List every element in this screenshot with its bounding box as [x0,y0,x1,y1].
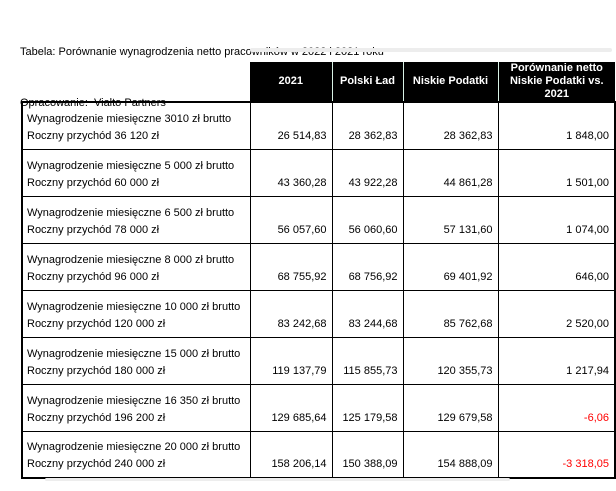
table-row: Wynagrodzenie miesięczne 16 350 zł brutt… [21,383,616,432]
value-cell-col2: 68 756,92 [331,242,404,291]
value-cell-col4: 1 074,00 [497,195,616,244]
row-label-line2: Roczny przychód 78 000 zł [27,223,160,236]
table-row: Wynagrodzenie miesięczne 5 000 zł brutto… [21,148,616,197]
column-header-1: 2021 [250,62,332,102]
row-label-cell: Wynagrodzenie miesięczne 15 000 zł brutt… [21,336,251,385]
shadow-artifact-top [250,48,612,52]
value-cell-col1: 83 242,68 [249,289,333,338]
row-label-line1: Wynagrodzenie miesięczne 16 350 zł brutt… [27,394,241,407]
column-header-3: Niskie Podatki [402,62,498,102]
row-label-line1: Wynagrodzenie miesięczne 3010 zł brutto [27,112,232,125]
value-cell-col1: 129 685,64 [249,383,333,432]
value-cell-col3: 85 762,68 [402,289,499,338]
row-label-line1: Wynagrodzenie miesięczne 6 500 zł brutto [27,206,235,219]
row-label-cell: Wynagrodzenie miesięczne 5 000 zł brutto… [21,148,251,197]
value-cell-col1: 56 057,60 [249,195,333,244]
row-label-line2: Roczny przychód 240 000 zł [27,458,166,470]
table-row: Wynagrodzenie miesięczne 20 000 zł brutt… [21,430,616,479]
value-cell-col3: 44 861,28 [402,148,499,197]
value-cell-col1: 43 360,28 [249,148,333,197]
value-cell-col3: 69 401,92 [402,242,499,291]
row-label-line2: Roczny przychód 60 000 zł [27,176,160,189]
value-cell-col2: 83 244,68 [331,289,404,338]
value-cell-col2: 115 855,73 [331,336,404,385]
row-label-line2: Roczny przychód 96 000 zł [27,270,160,283]
value-cell-col2: 150 388,09 [331,430,404,479]
value-cell-col4: 1 217,94 [497,336,616,385]
table-row: Wynagrodzenie miesięczne 3010 zł brutto R… [21,101,616,150]
value-cell-col3: 120 355,73 [402,336,499,385]
column-header-2: Polski Ład [331,62,403,102]
row-label-line2: Roczny przychód 36 120 zł [27,129,160,142]
row-label-line2: Roczny przychód 196 200 zł [27,411,166,424]
value-cell-col2: 56 060,60 [331,195,404,244]
table-title: Tabela: Porównanie wynagrodzenia netto p… [20,46,384,58]
table-row: Wynagrodzenie miesięczne 10 000 zł brutt… [21,289,616,338]
row-label-line2: Roczny przychód 120 000 zł [27,317,166,330]
value-cell-col1: 119 137,79 [249,336,333,385]
salary-comparison-table: 2021 Polski Ład Niskie Podatki Porównanie n… [21,62,616,479]
row-label-line1: Wynagrodzenie miesięczne 20 000 zł brutt… [27,441,241,453]
row-label-line1: Wynagrodzenie miesięczne 5 000 zł brutto [27,159,235,172]
row-label-cell: Wynagrodzenie miesięczne 6 500 zł brutto… [21,195,251,244]
value-cell-col2: 125 179,58 [331,383,404,432]
row-label-cell: Wynagrodzenie miesięczne 20 000 zł brutt… [21,430,251,479]
table-row: Wynagrodzenie miesięczne 8 000 zł brutto… [21,242,616,291]
row-label-line1: Wynagrodzenie miesięczne 15 000 zł brutt… [27,347,241,360]
row-label-cell: Wynagrodzenie miesięczne 3010 zł brutto R… [21,101,251,150]
table-body: Wynagrodzenie miesięczne 3010 zł brutto R… [21,101,616,479]
row-label-cell: Wynagrodzenie miesięczne 16 350 zł brutt… [21,383,251,432]
value-cell-col4: -3 318,05 [497,430,616,479]
row-label-cell: Wynagrodzenie miesięczne 10 000 zł brutt… [21,289,251,338]
value-cell-col1: 158 206,14 [249,430,333,479]
corner-cell [22,62,250,102]
value-cell-col3: 129 679,58 [402,383,499,432]
table-header-row: 2021 Polski Ład Niskie Podatki Porównanie n… [22,62,615,102]
value-cell-col1: 26 514,83 [249,101,333,150]
value-cell-col1: 68 755,92 [249,242,333,291]
row-label-line1: Wynagrodzenie miesięczne 8 000 zł brutto [27,253,235,266]
value-cell-col4: 1 848,00 [497,101,616,150]
row-label-line1: Wynagrodzenie miesięczne 10 000 zł brutt… [27,300,241,313]
value-cell-col4: 1 501,00 [497,148,616,197]
value-cell-col3: 28 362,83 [402,101,499,150]
value-cell-col4: 2 520,00 [497,289,616,338]
shadow-artifact-bottom [45,478,510,481]
row-label-cell: Wynagrodzenie miesięczne 8 000 zł brutto… [21,242,251,291]
table-row: Wynagrodzenie miesięczne 6 500 zł brutto… [21,195,616,244]
value-cell-col4: -6,06 [497,383,616,432]
value-cell-col3: 154 888,09 [402,430,499,479]
value-cell-col2: 43 922,28 [331,148,404,197]
row-label-line2: Roczny przychód 180 000 zł [27,364,166,377]
table-row: Wynagrodzenie miesięczne 15 000 zł brutt… [21,336,616,385]
value-cell-col2: 28 362,83 [331,101,404,150]
value-cell-col3: 57 131,60 [402,195,499,244]
value-cell-col4: 646,00 [497,242,616,291]
column-header-4: Porównanie netto Niskie Podatki vs. 2021 [497,62,615,102]
